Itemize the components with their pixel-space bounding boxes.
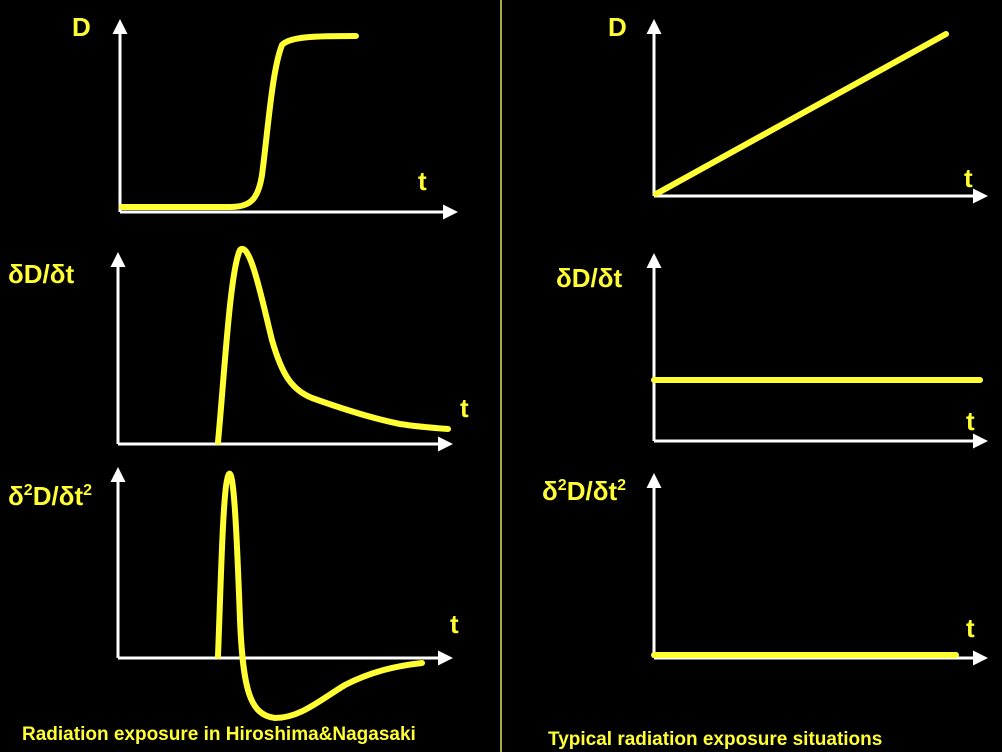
left-rate-curve xyxy=(215,245,451,445)
left-rate-panel: δD/δt t xyxy=(8,245,469,452)
left-accel-curve xyxy=(215,470,425,721)
right-dose-curve xyxy=(653,31,949,197)
right-dose-y-label: D xyxy=(608,12,627,42)
left-dose-y-label: D xyxy=(72,12,91,42)
left-accel-panel: δ2D/δt2 t xyxy=(8,467,459,721)
left-accel-y-label: δ2D/δt2 xyxy=(8,481,92,511)
left-dose-curve xyxy=(119,33,359,210)
right-accel-y-label: δ2D/δt2 xyxy=(542,476,626,506)
right-accel-panel: δ2D/δt2 t xyxy=(542,473,988,666)
right-rate-panel: δD/δt t xyxy=(556,253,988,449)
right-rate-x-label: t xyxy=(966,406,975,436)
right-caption: Typical radiation exposure situations xyxy=(548,729,883,750)
left-rate-y-label: δD/δt xyxy=(8,259,75,289)
right-dose-panel: D t xyxy=(608,12,988,204)
left-rate-x-label: t xyxy=(460,393,469,423)
left-accel-x-label: t xyxy=(450,609,459,639)
right-dose-x-label: t xyxy=(964,163,973,193)
left-dose-x-label: t xyxy=(418,166,427,196)
right-rate-y-label: δD/δt xyxy=(556,263,623,293)
left-dose-panel: D t xyxy=(72,12,458,220)
right-accel-x-label: t xyxy=(966,613,975,643)
left-caption: Radiation exposure in Hiroshima&Nagasaki xyxy=(22,724,416,745)
